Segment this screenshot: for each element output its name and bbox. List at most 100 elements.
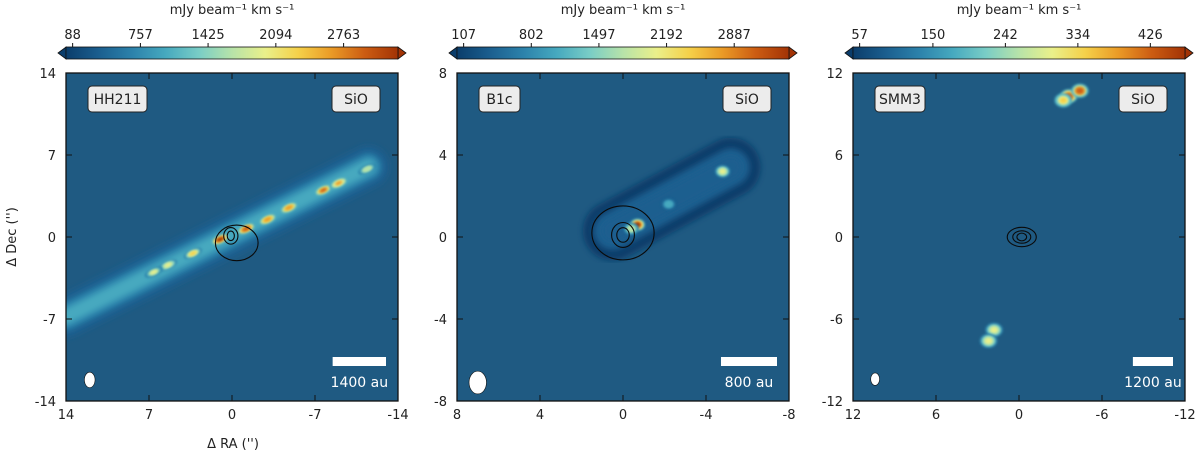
continuum-contour	[226, 230, 235, 242]
source-label-box	[874, 85, 926, 113]
emission-knot	[990, 327, 998, 333]
colorbar-title: mJy beam⁻¹ km s⁻¹	[561, 3, 686, 18]
colorbar-tick-label: 2763	[327, 28, 360, 43]
line-label: SiO	[1118, 85, 1168, 113]
y-tick-label: 7	[48, 149, 56, 164]
y-tick-label: -8	[434, 395, 447, 410]
colorbar-tick-label: 1497	[582, 28, 615, 43]
y-tick-label: 4	[439, 149, 447, 164]
line-label-text: SiO	[1131, 92, 1155, 108]
source-label-text: SMM3	[879, 92, 921, 108]
colorbar: 57 150 242 334 426 mJy beam⁻¹ km s⁻¹	[844, 3, 1194, 60]
x-tick-label: 0	[228, 408, 236, 423]
line-label-box	[1118, 85, 1168, 113]
line-label: SiO	[722, 85, 772, 113]
y-tick-label: 8	[439, 67, 447, 82]
x-tick-label: -4	[700, 408, 713, 423]
x-tick-label: -6	[1096, 408, 1109, 423]
colorbar-tick-label: 88	[64, 28, 81, 43]
emission-knot	[719, 169, 726, 174]
y-tick-label: -7	[43, 313, 56, 328]
scale-bar	[1132, 357, 1173, 366]
emission-knot	[363, 166, 371, 172]
source-label: HH211	[87, 85, 148, 113]
y-tick-label: 12	[826, 67, 843, 82]
emission-knot	[189, 251, 197, 256]
continuum-contour	[214, 224, 259, 262]
emission-knot	[319, 187, 327, 193]
colorbar-tick-label: 242	[993, 28, 1018, 43]
panel-b1c: 800 au B1c SiO 8 4 0 -4 -8 8 4 0 -4 -8 107 802 1497 2192…	[434, 3, 798, 423]
source-label: B1c	[478, 85, 521, 113]
emission-knot	[1059, 97, 1067, 104]
colorbar-tick-label: 426	[1138, 28, 1163, 43]
emission-map	[582, 137, 761, 261]
colorbar-tick-label: 1425	[192, 28, 225, 43]
emission-knot	[985, 338, 993, 344]
x-tick-label: 4	[536, 408, 544, 423]
colorbar: 107 802 1497 2192 2887 mJy beam⁻¹ km s⁻¹	[448, 3, 798, 60]
source-label-text: B1c	[486, 92, 512, 108]
x-tick-label: 6	[932, 408, 940, 423]
beam-ellipse	[84, 371, 96, 388]
beam-ellipse	[870, 372, 880, 386]
colorbar: 88 757 1425 2094 2763 mJy beam⁻¹ km s⁻¹	[57, 3, 407, 60]
colorbar-extend-high	[1184, 46, 1194, 60]
scale-bar	[332, 357, 386, 366]
source-label: SMM3	[874, 85, 926, 113]
emission-knot	[216, 237, 224, 242]
colorbar-extend-high	[788, 46, 798, 60]
continuum-contour	[591, 205, 655, 261]
colorbar-tick-label: 107	[451, 28, 476, 43]
colorbar-title: mJy beam⁻¹ km s⁻¹	[170, 3, 295, 18]
line-label-text: SiO	[735, 92, 759, 108]
continuum-contour	[616, 227, 630, 243]
emission-knot	[335, 180, 343, 186]
continuum-contour	[1016, 232, 1028, 242]
y-tick-label: 14	[39, 67, 56, 82]
x-tick-label: 8	[453, 408, 461, 423]
emission-map	[979, 83, 1089, 348]
line-label-text: SiO	[344, 92, 368, 108]
scale-bar-label: 1200 au	[1124, 375, 1182, 391]
colorbar-tick-label: 2094	[259, 28, 292, 43]
colorbar-tick-label: 150	[920, 28, 945, 43]
x-tick-label: -12	[1174, 408, 1195, 423]
x-axis-label: Δ RA ('')	[207, 437, 259, 452]
x-tick-label: 0	[619, 408, 627, 423]
continuum-contour	[1012, 230, 1032, 244]
colorbar-tick-label: 757	[128, 28, 153, 43]
source-label-box	[87, 85, 148, 113]
y-tick-label: 6	[835, 149, 843, 164]
line-label: SiO	[331, 85, 381, 113]
source-label-box	[478, 85, 521, 113]
x-tick-label: 0	[1015, 408, 1023, 423]
colorbar-tick-label: 2887	[718, 28, 751, 43]
y-tick-label: -14	[35, 395, 56, 410]
emission-knot	[263, 217, 272, 222]
colorbar-extend-high	[397, 46, 407, 60]
map-background	[853, 73, 1185, 401]
continuum-contour	[611, 221, 635, 248]
y-tick-label: -6	[830, 313, 843, 328]
continuum-contour	[1006, 226, 1037, 248]
scale-bar-label: 800 au	[725, 375, 774, 391]
x-tick-label: -7	[309, 408, 322, 423]
emission-map	[66, 145, 390, 338]
x-tick-label: -14	[387, 408, 408, 423]
y-tick-label: -4	[434, 313, 447, 328]
y-tick-label: 0	[835, 231, 843, 246]
y-tick-label: -12	[822, 395, 843, 410]
emission-knot	[1076, 87, 1084, 94]
scale-bar	[720, 357, 777, 366]
x-tick-label: 12	[845, 408, 862, 423]
source-label-text: HH211	[94, 92, 142, 108]
scale-bar-label: 1400 au	[331, 375, 389, 391]
colorbar-tick-label: 802	[519, 28, 544, 43]
colorbar-tick-label: 334	[1065, 28, 1090, 43]
colorbar-tick-label: 2192	[650, 28, 683, 43]
y-tick-label: 0	[48, 231, 56, 246]
colorbar-gradient	[852, 46, 1186, 60]
